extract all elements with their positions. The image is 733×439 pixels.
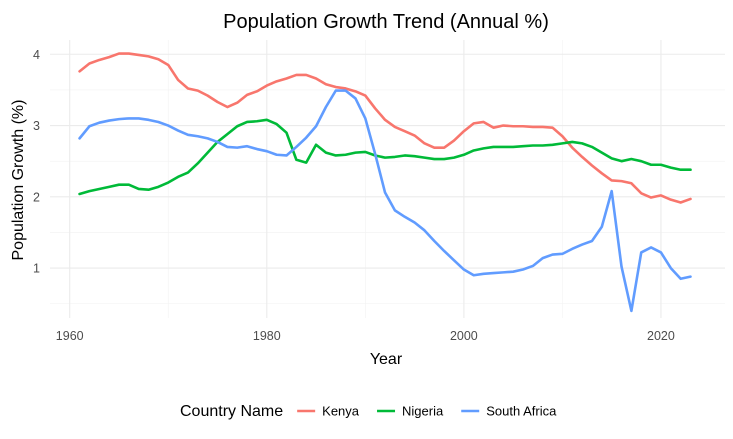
chart-title: Population Growth Trend (Annual %) <box>223 11 549 33</box>
legend-label-nigeria: Nigeria <box>402 404 444 419</box>
y-tick-label: 1 <box>33 262 40 276</box>
x-tick-label: 1980 <box>253 329 281 343</box>
series-line-nigeria <box>78 118 692 196</box>
tick-labels: 1960 1980 2000 2020 1 2 3 4 <box>33 48 675 343</box>
series-line-kenya <box>78 52 692 204</box>
y-tick-label: 2 <box>33 190 40 204</box>
series-lines <box>78 52 692 313</box>
legend-label-south-africa: South Africa <box>486 404 557 419</box>
legend-title: Country Name <box>180 403 283 420</box>
x-tick-label: 2020 <box>647 329 675 343</box>
x-tick-label: 2000 <box>450 329 478 343</box>
legend-label-kenya: Kenya <box>322 404 360 419</box>
x-tick-label: 1960 <box>56 329 84 343</box>
y-tick-label: 3 <box>33 119 40 133</box>
y-tick-label: 4 <box>33 48 40 62</box>
y-axis-title: Population Growth (%) <box>10 100 27 261</box>
legend: Country Name Kenya Nigeria South Africa <box>180 403 557 420</box>
series-line-south-africa <box>78 89 692 313</box>
x-axis-title: Year <box>370 351 403 368</box>
